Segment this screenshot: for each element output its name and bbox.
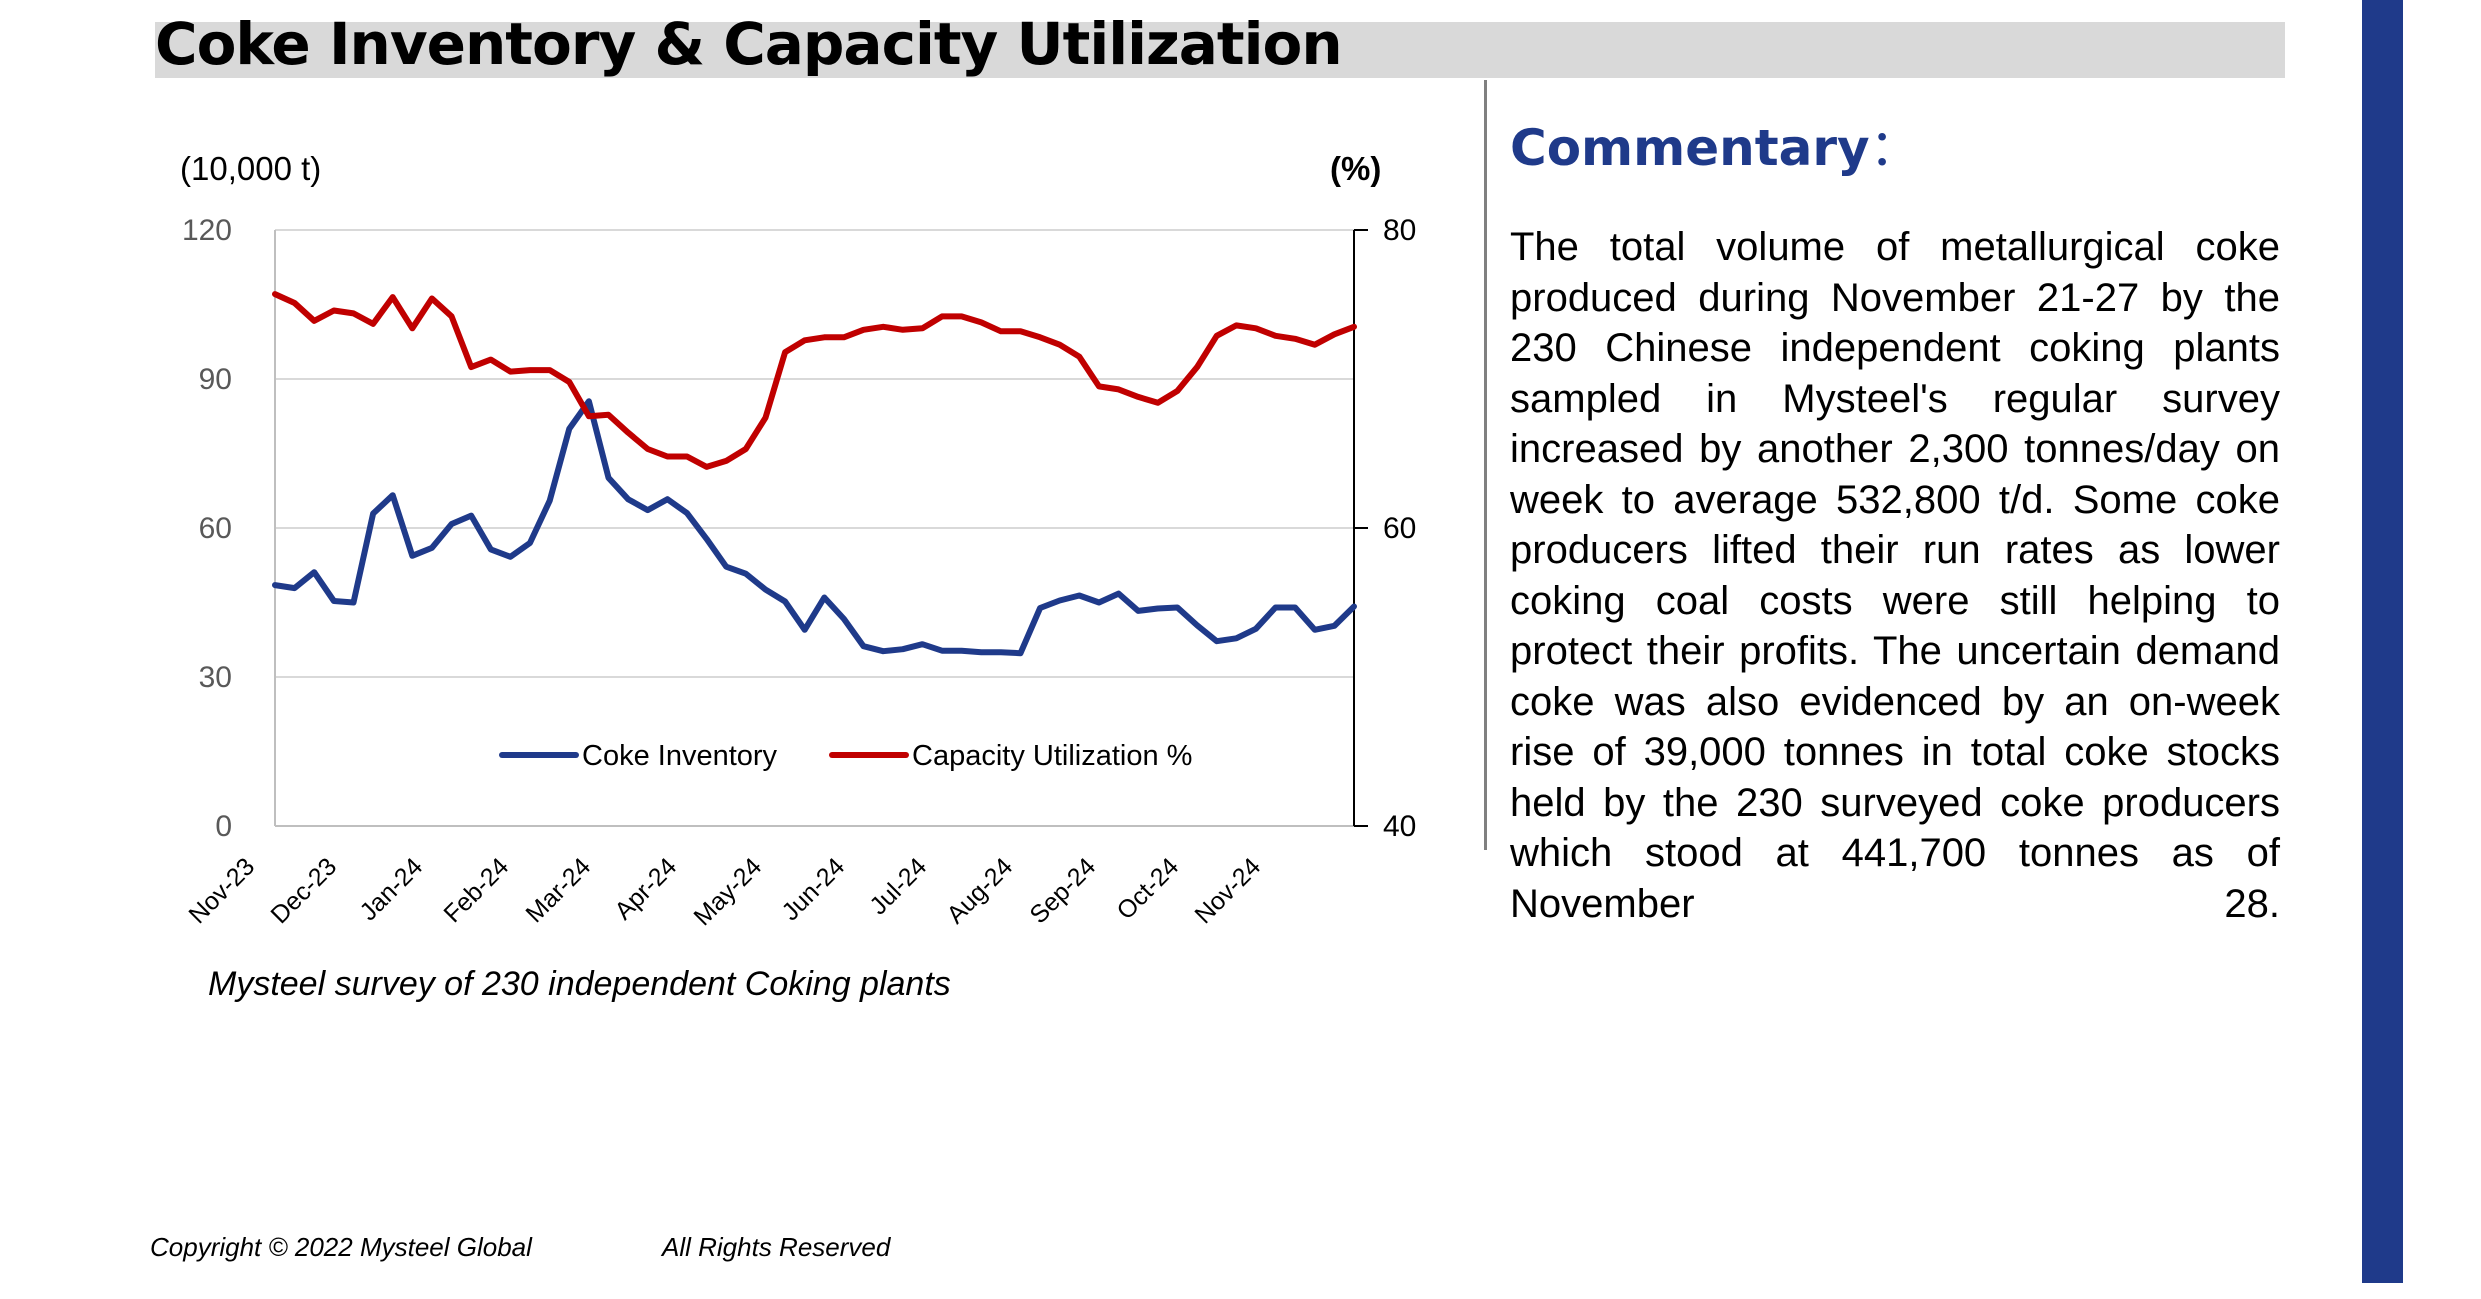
legend-coke-inventory: Coke Inventory <box>499 740 778 772</box>
page-title: Coke Inventory & Capacity Utilization <box>155 10 1343 78</box>
right-axis-unit: (%) <box>1330 150 1381 187</box>
legend-capacity-utilization-label: Capacity Utilization % <box>912 740 1192 772</box>
x-tick-label: Apr-24 <box>609 852 682 925</box>
copyright-text: Copyright © 2022 Mysteel Global <box>150 1232 532 1262</box>
x-tick-label: Sep-24 <box>1024 852 1101 929</box>
legend-capacity-utilization: Capacity Utilization % <box>829 740 1192 772</box>
left-tick-label: 60 <box>199 512 232 545</box>
chart-legend: Coke Inventory Capacity Utilization % <box>499 740 1192 772</box>
x-tick-label: Nov-23 <box>183 852 260 929</box>
right-tick-label: 60 <box>1383 512 1416 545</box>
left-tick-label: 30 <box>199 661 232 694</box>
chart-series <box>272 291 1357 657</box>
coke-inventory-line <box>272 398 1357 657</box>
legend-coke-inventory-label: Coke Inventory <box>582 740 778 772</box>
x-tick-label: Jun-24 <box>776 852 850 926</box>
commentary-title-colon: ： <box>1869 119 1920 177</box>
x-tick-label: Feb-24 <box>438 852 514 928</box>
chart-caption: Mysteel survey of 230 independent Coking… <box>208 965 951 1003</box>
x-tick-label: May-24 <box>688 852 767 931</box>
commentary-title-text: Commentary <box>1510 119 1870 177</box>
brand-side-bar <box>2362 0 2403 1283</box>
title-bar <box>155 22 2285 78</box>
left-tick-label: 0 <box>215 810 232 843</box>
vertical-divider <box>1484 80 1487 850</box>
x-tick-label: Aug-24 <box>941 852 1018 929</box>
x-tick-label: Jul-24 <box>864 852 932 920</box>
left-axis-unit: (10,000 t) <box>180 150 321 187</box>
left-tick-label: 120 <box>182 214 232 247</box>
rights-text: All Rights Reserved <box>662 1232 891 1262</box>
commentary-title: Commentary： <box>1510 108 1920 180</box>
right-tick-label: 40 <box>1383 810 1416 843</box>
x-axis-ticks: Nov-23 Dec-23 Jan-24 Feb-24 Mar-24 Apr-24 May-… <box>183 852 1266 931</box>
x-tick-label: Nov-24 <box>1189 852 1266 929</box>
x-tick-label: Mar-24 <box>520 852 596 928</box>
left-tick-label: 90 <box>199 363 232 396</box>
x-tick-label: Jan-24 <box>354 852 428 926</box>
capacity-utilization-line <box>272 291 1357 470</box>
right-tick-label: 80 <box>1383 214 1416 247</box>
gridlines <box>275 229 1354 678</box>
x-tick-label: Oct-24 <box>1111 852 1184 925</box>
commentary-body: The total volume of metallurgical coke p… <box>1510 225 2280 926</box>
x-tick-label: Dec-23 <box>265 852 342 929</box>
right-axis-ticks: 40 60 80 <box>1354 214 1416 843</box>
line-chart: 0 30 60 90 120 40 60 80 Nov-23 Dec-23 Jan-24 Feb-… <box>180 150 1416 931</box>
left-axis-ticks: 0 30 60 90 120 <box>182 214 232 843</box>
